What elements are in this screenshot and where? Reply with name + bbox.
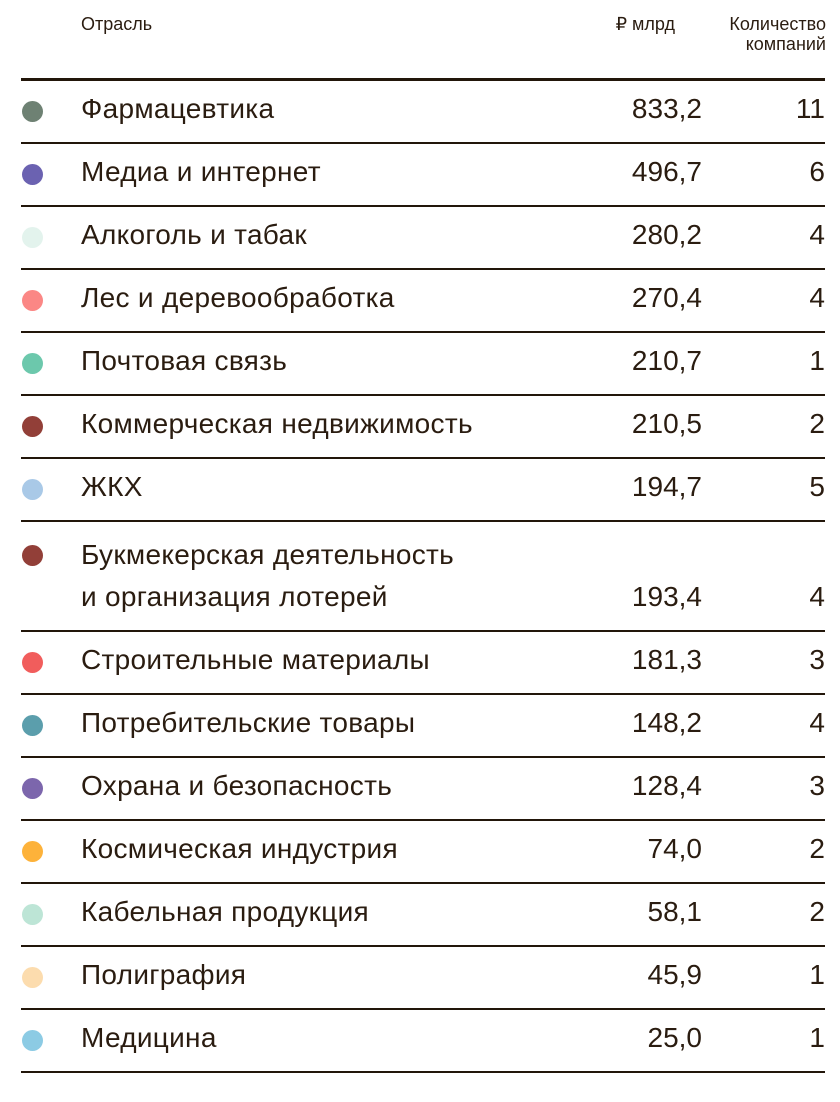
industry-name: Кабельная продукция: [81, 896, 369, 927]
industry-name: Потребительские товары: [81, 707, 416, 738]
header-industry: Отрасль: [81, 14, 153, 34]
color-dot-icon: [22, 777, 43, 799]
color-dot-icon: [22, 1029, 43, 1051]
table-row: Почтовая связь 210,7 1: [21, 333, 825, 396]
table-row: Строительные материалы 181,3 3: [21, 632, 825, 695]
industry-name: ЖКХ: [81, 471, 143, 502]
company-count: 2: [809, 408, 825, 439]
value-bln-rub: 45,9: [647, 959, 703, 990]
value-bln-rub: 270,4: [631, 282, 702, 313]
table-row: Коммерческая недвижимость 210,5 2: [21, 396, 825, 459]
value-bln-rub: 25,0: [647, 1022, 703, 1053]
table-row: Алкоголь и табак 280,2 4: [21, 207, 825, 270]
industry-name: Букмекерская деятельность и организация …: [81, 539, 455, 612]
value-bln-rub: 148,2: [631, 707, 702, 738]
company-count: 3: [809, 770, 825, 801]
industry-name: Лес и деревообработка: [81, 282, 395, 313]
table-header: Отрасль ₽ млрд Количество компаний: [0, 0, 840, 81]
value-bln-rub: 194,7: [631, 471, 702, 502]
industry-name: Медицина: [81, 1022, 217, 1053]
value-bln-rub: 496,7: [631, 156, 702, 187]
header-divider: [21, 78, 825, 81]
industry-name: Почтовая связь: [81, 345, 288, 376]
table-row: Лес и деревообработка 270,4 4: [21, 270, 825, 333]
company-count: 11: [795, 93, 825, 124]
company-count: 2: [809, 833, 825, 864]
header-count: Количество компаний: [729, 14, 826, 54]
company-count: 4: [809, 219, 825, 250]
table-row: Медицина 25,0 1: [21, 1010, 825, 1073]
table-row: Полиграфия 45,9 1: [21, 947, 825, 1010]
color-dot-icon: [22, 289, 43, 311]
header-value: ₽ млрд: [615, 14, 675, 34]
industry-name: Полиграфия: [81, 959, 247, 990]
color-dot-icon: [22, 352, 43, 374]
color-dot-icon: [22, 226, 43, 248]
value-bln-rub: 210,5: [631, 408, 702, 439]
color-dot-icon: [22, 163, 43, 185]
value-bln-rub: 128,4: [631, 770, 702, 801]
color-dot-icon: [22, 966, 43, 988]
industry-name: Алкоголь и табак: [81, 219, 307, 250]
industry-name: Космическая индустрия: [81, 833, 398, 864]
color-dot-icon: [22, 415, 43, 437]
value-bln-rub: 58,1: [647, 896, 703, 927]
industry-name: Медиа и интернет: [81, 156, 321, 187]
color-dot-icon: [22, 100, 43, 122]
company-count: 4: [809, 707, 825, 738]
company-count: 4: [809, 282, 825, 313]
table-row: Охрана и безопасность 128,4 3: [21, 758, 825, 821]
table-row: Кабельная продукция 58,1 2: [21, 884, 825, 947]
industry-name: Фармацевтика: [81, 93, 275, 124]
company-count: 1: [809, 345, 825, 376]
color-dot-icon: [22, 840, 43, 862]
industry-name: Коммерческая недвижимость: [81, 408, 473, 439]
value-bln-rub: 833,2: [631, 93, 702, 124]
table-row: Космическая индустрия 74,0 2: [21, 821, 825, 884]
color-dot-icon: [22, 903, 43, 925]
color-dot-icon: [22, 478, 43, 500]
company-count: 2: [809, 896, 825, 927]
color-dot-icon: [22, 651, 43, 673]
color-dot-icon: [22, 714, 43, 736]
value-bln-rub: 74,0: [647, 833, 703, 864]
value-bln-rub: 210,7: [631, 345, 702, 376]
industry-table: Фармацевтика 833,2 11 Медиа и интернет 496,7…: [0, 81, 840, 1073]
table-row: Медиа и интернет 496,7 6: [21, 144, 825, 207]
industry-name: Строительные материалы: [81, 644, 430, 675]
company-count: 4: [809, 581, 825, 612]
company-count: 1: [809, 1022, 825, 1053]
company-count: 3: [809, 644, 825, 675]
company-count: 1: [809, 959, 825, 990]
table-row: ЖКХ 194,7 5: [21, 459, 825, 522]
value-bln-rub: 181,3: [631, 644, 702, 675]
company-count: 5: [809, 471, 825, 502]
table-row: Букмекерская деятельность и организация …: [21, 522, 825, 632]
table-row: Потребительские товары 148,2 4: [21, 695, 825, 758]
value-bln-rub: 193,4: [631, 581, 702, 612]
company-count: 6: [809, 156, 825, 187]
industry-name: Охрана и безопасность: [81, 770, 393, 801]
value-bln-rub: 280,2: [631, 219, 702, 250]
table-row: Фармацевтика 833,2 11: [21, 81, 825, 144]
color-dot-icon: [22, 545, 43, 566]
